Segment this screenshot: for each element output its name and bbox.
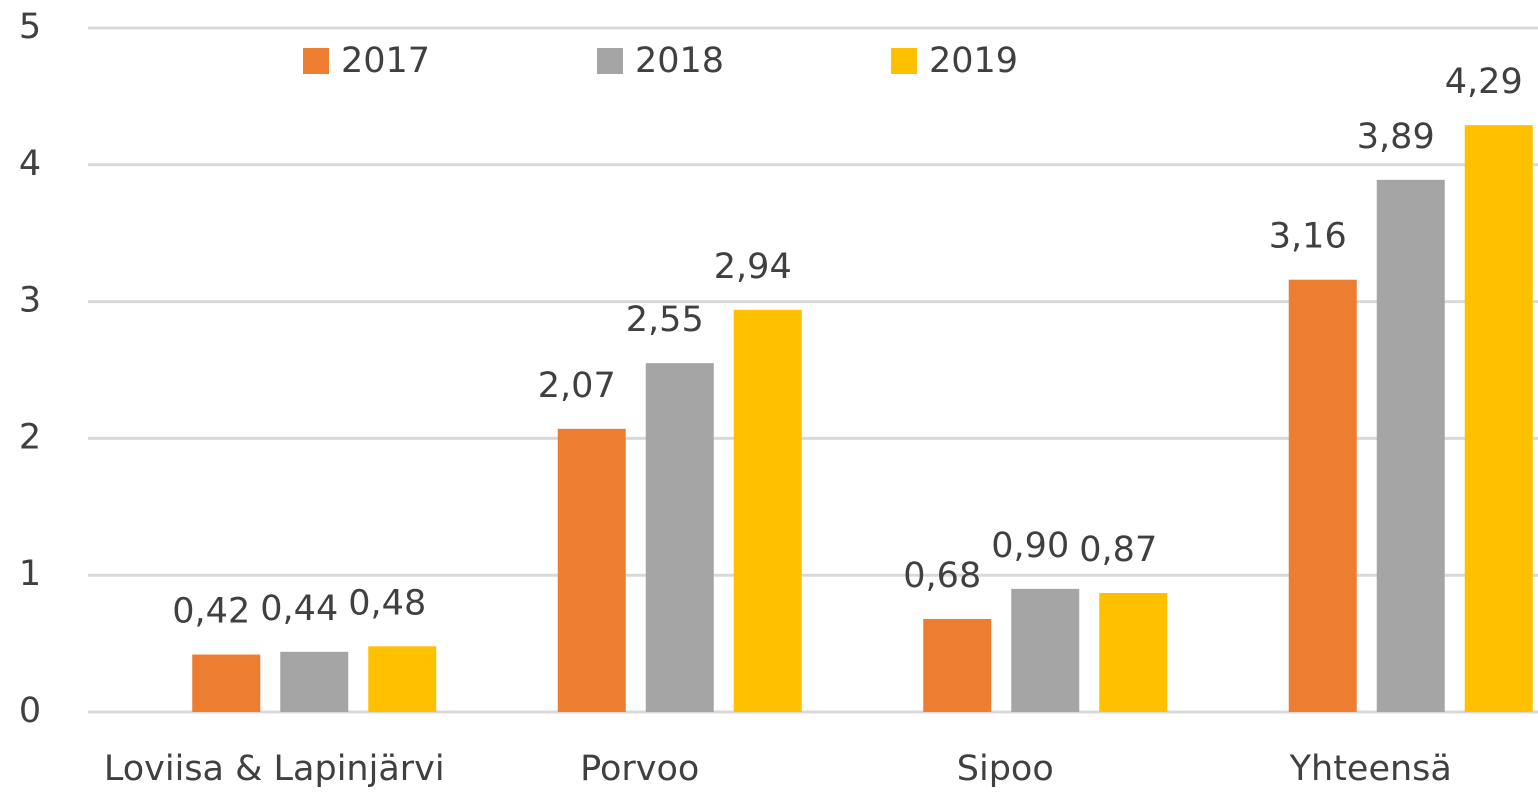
bar <box>1099 592 1168 712</box>
bar <box>1288 279 1357 712</box>
value-label: 0,44 <box>260 589 338 629</box>
y-tick-label: 1 <box>19 554 41 594</box>
bar <box>280 651 349 712</box>
y-tick-label: 2 <box>19 417 41 457</box>
legend-label: 2019 <box>929 41 1018 81</box>
value-label: 0,68 <box>903 556 981 596</box>
value-label: 2,94 <box>714 247 792 287</box>
bar <box>557 428 626 712</box>
value-label: 3,16 <box>1269 217 1347 257</box>
bar <box>192 654 261 712</box>
value-label: 0,42 <box>172 592 250 632</box>
bar <box>1011 588 1080 712</box>
value-label: 0,48 <box>348 583 426 623</box>
legend-swatch <box>303 48 329 74</box>
y-tick-label: 5 <box>19 7 41 47</box>
bar <box>368 646 437 712</box>
bar <box>1464 125 1533 713</box>
value-label: 2,07 <box>538 366 616 406</box>
legend-label: 2018 <box>635 41 724 81</box>
value-label: 0,87 <box>1079 530 1157 570</box>
value-label: 4,29 <box>1445 62 1523 102</box>
legend-label: 2017 <box>341 41 430 81</box>
y-tick-label: 3 <box>19 281 41 321</box>
x-tick-label: Yhteensä <box>1289 749 1452 789</box>
value-label: 3,89 <box>1357 117 1435 157</box>
value-label: 0,90 <box>991 526 1069 566</box>
legend-swatch <box>891 48 917 74</box>
x-tick-label: Sipoo <box>957 749 1054 789</box>
x-tick-label: Loviisa & Lapinjärvi <box>104 749 445 789</box>
bar <box>645 363 714 712</box>
y-tick-label: 0 <box>19 691 41 731</box>
value-label: 2,55 <box>626 300 704 340</box>
bar <box>733 309 802 712</box>
legend-swatch <box>597 48 623 74</box>
x-tick-label: Porvoo <box>580 749 699 789</box>
bar <box>1376 179 1445 712</box>
y-tick-label: 4 <box>19 144 41 184</box>
bar <box>923 618 992 712</box>
